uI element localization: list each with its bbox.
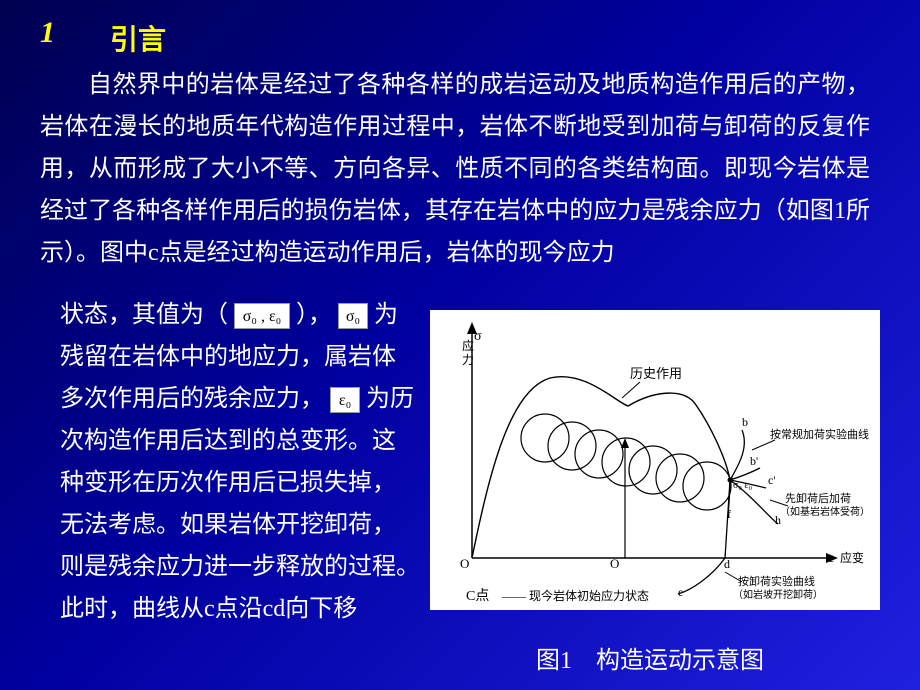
figure-caption: 图1 构造运动示意图: [500, 640, 800, 675]
lc-seg3: 为: [374, 302, 398, 328]
svg-text:O: O: [460, 556, 469, 571]
heading-title-wrap: 引言: [110, 18, 166, 58]
svg-text:σ₀ ε₀: σ₀ ε₀: [733, 480, 753, 491]
heading: 1: [40, 16, 55, 50]
svg-text:f: f: [727, 507, 731, 521]
lc-line6: 无法考虑。如果岩体开挖卸荷，: [60, 504, 430, 546]
svg-text:C点: C点: [466, 588, 489, 604]
svg-text:（如基岩岩体受荷）: （如基岩岩体受荷）: [780, 505, 870, 518]
lc-seg1: 状态，其值为（: [60, 302, 228, 328]
lc-line8: 此时，曲线从c点沿cd向下移: [60, 588, 430, 630]
heading-number: 1: [40, 16, 55, 49]
svg-text:力: 力: [462, 353, 474, 367]
lc-line3a: 多次作用后的残余应力，: [60, 386, 324, 412]
figure: σ应力ε应变OO历史作用bb'cc'σ₀ ε₀fhdeC点—— 现今岩体初始应力…: [430, 310, 880, 610]
slide: 1 引言 自然界中的岩体是经过了各种各样的成岩运动及地质构造作用后的产物，岩体在…: [0, 0, 920, 690]
svg-text:历史作用: 历史作用: [630, 366, 682, 381]
figure-svg: σ应力ε应变OO历史作用bb'cc'σ₀ ε₀fhdeC点—— 现今岩体初始应力…: [430, 310, 880, 610]
svg-text:c': c': [768, 473, 776, 487]
lc-line3: 多次作用后的残余应力， ε₀ 为历: [60, 378, 430, 420]
lc-line2: 残留在岩体中的地应力，属岩体: [60, 336, 430, 378]
svg-text:应: 应: [462, 338, 474, 353]
heading-title: 引言: [110, 25, 166, 56]
lc-line1: 状态，其值为（ σ₀ , ε₀ ）， σ₀ 为: [60, 294, 430, 336]
lc-line4: 次构造作用后达到的总变形。这: [60, 420, 430, 462]
svg-text:应变: 应变: [840, 550, 864, 565]
sigma-box: σ₀: [338, 303, 368, 329]
svg-text:（如岩坡开挖卸荷）: （如岩坡开挖卸荷）: [733, 588, 823, 601]
svg-text:e: e: [678, 585, 683, 599]
svg-text:ε: ε: [828, 551, 834, 566]
paragraph-1-text: 自然界中的岩体是经过了各种各样的成岩运动及地质构造作用后的产物，岩体在漫长的地质…: [40, 72, 870, 266]
lc-seg2: ），: [296, 302, 332, 328]
lc-line3b: 为历: [366, 386, 414, 412]
svg-text:O: O: [610, 556, 619, 571]
eps-box: ε₀: [330, 387, 360, 413]
paragraph-1: 自然界中的岩体是经过了各种各样的成岩运动及地质构造作用后的产物，岩体在漫长的地质…: [40, 64, 870, 274]
svg-text:按常规加荷实验曲线: 按常规加荷实验曲线: [770, 427, 869, 441]
svg-text:d: d: [724, 557, 730, 571]
lc-line5: 种变形在历次作用后已损失掉，: [60, 462, 430, 504]
svg-text:—— 现今岩体初始应力状态: —— 现今岩体初始应力状态: [501, 588, 649, 603]
svg-text:先卸荷后加荷: 先卸荷后加荷: [785, 491, 851, 505]
svg-text:σ: σ: [474, 329, 482, 344]
svg-text:按卸荷实验曲线: 按卸荷实验曲线: [738, 574, 815, 588]
svg-text:b: b: [742, 415, 748, 429]
lc-line7: 则是残余应力进一步释放的过程。: [60, 546, 430, 588]
svg-text:b': b': [750, 454, 758, 468]
left-column: 状态，其值为（ σ₀ , ε₀ ）， σ₀ 为 残留在岩体中的地应力，属岩体 多…: [60, 294, 430, 630]
sigma-eps-box: σ₀ , ε₀: [234, 303, 290, 329]
